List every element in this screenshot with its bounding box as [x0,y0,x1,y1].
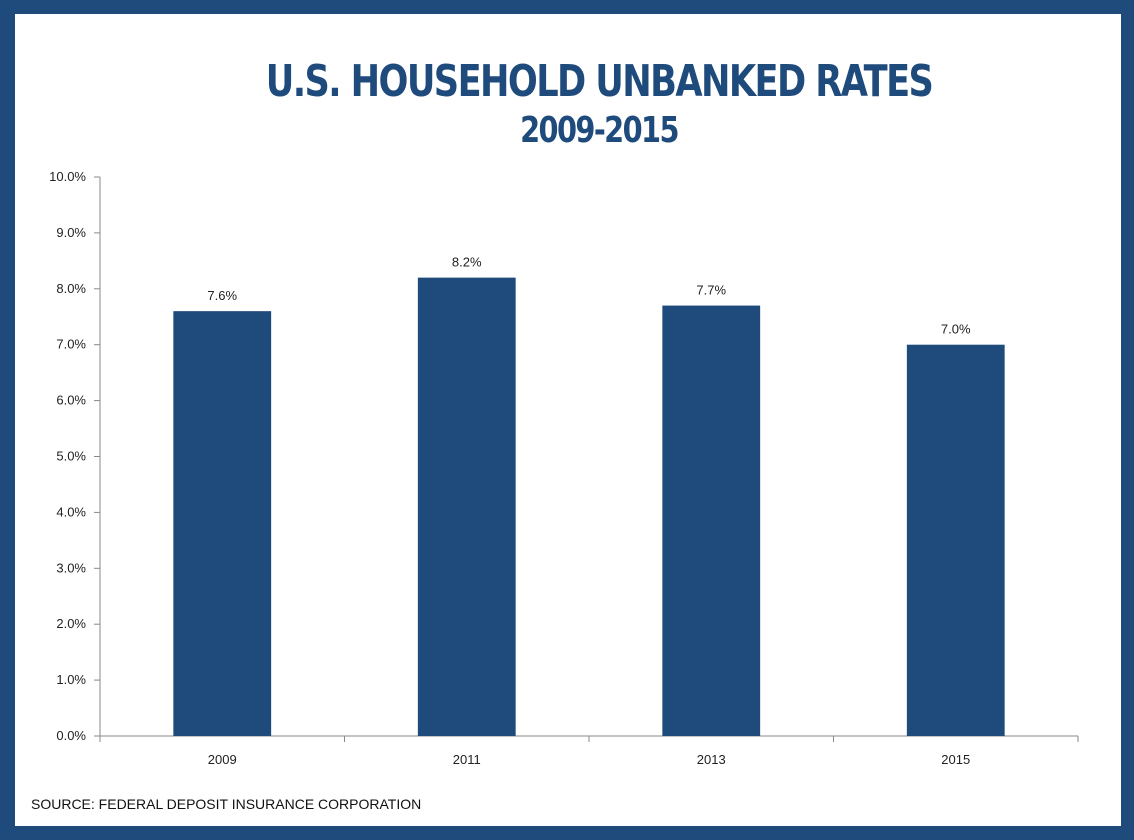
y-tick-label: 6.0% [56,393,86,408]
data-label-2013: 7.7% [696,283,726,298]
x-tick-label-2009: 2009 [208,752,237,767]
x-tick-label-2013: 2013 [697,752,726,767]
y-tick-label: 7.0% [56,337,86,352]
y-tick-label: 3.0% [56,560,86,575]
y-tick-label: 2.0% [56,616,86,631]
y-tick-label: 10.0% [49,169,86,184]
x-tick-label-2011: 2011 [453,752,481,767]
data-label-2009: 7.6% [207,288,237,303]
y-tick-label: 0.0% [56,728,86,743]
y-tick-label: 5.0% [56,449,86,464]
bar-2013 [662,305,761,736]
bar-2015 [906,344,1005,736]
bar-2009 [173,311,272,736]
source-note: SOURCE: FEDERAL DEPOSIT INSURANCE CORPOR… [31,796,422,812]
data-label-2011: 8.2% [452,255,482,270]
chart-subtitle: 2009-2015 [520,110,679,151]
y-tick-label: 9.0% [56,225,86,240]
y-tick-label: 8.0% [56,281,86,296]
bar-2011 [417,277,516,736]
y-tick-label: 4.0% [56,504,86,519]
x-tick-label-2015: 2015 [941,752,970,767]
data-label-2015: 7.0% [941,322,971,337]
y-tick-label: 1.0% [56,672,86,687]
chart-title: U.S. HOUSEHOLD UNBANKED RATES [265,56,934,107]
